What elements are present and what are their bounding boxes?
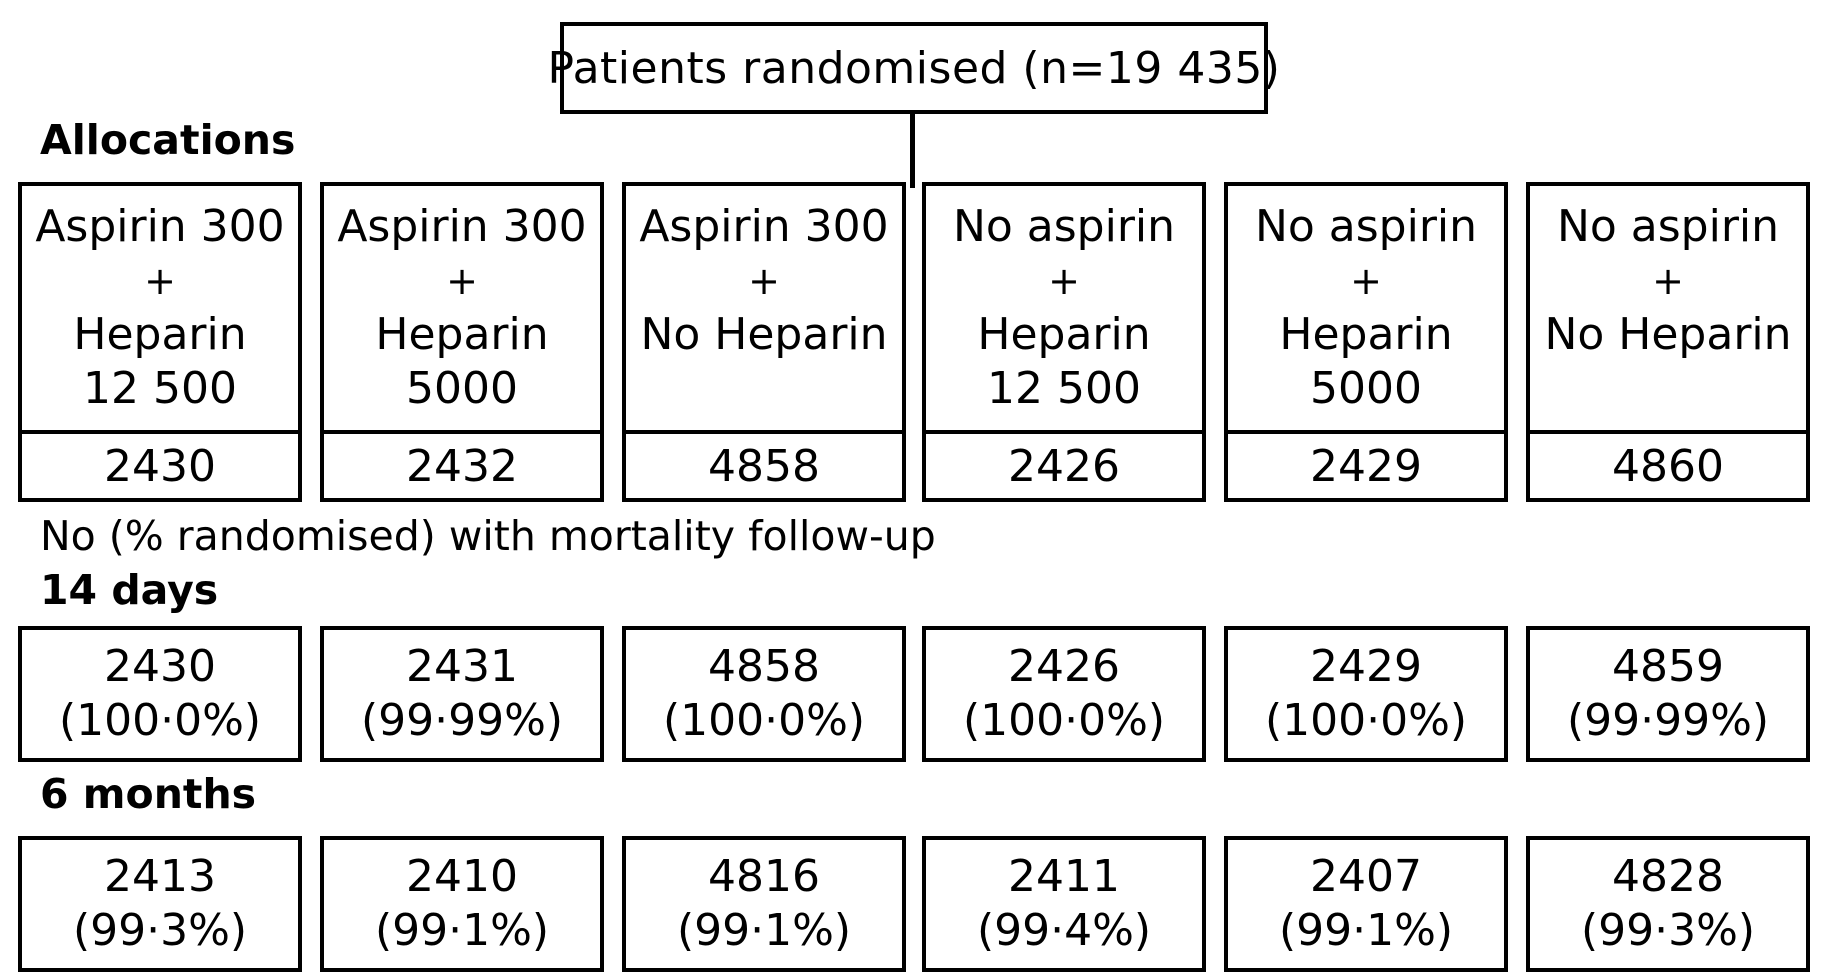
followup-percent: (99·1%) [374, 905, 550, 956]
drug-line-2: No Heparin [1544, 309, 1792, 360]
followup-6m-box: 4816 (99·1%) [622, 836, 906, 972]
followup-14d-box: 2430 (100·0%) [18, 626, 302, 762]
followup-percent: (99·99%) [1566, 695, 1770, 746]
allocation-description: Aspirin 300 + Heparin 12 500 [22, 186, 298, 434]
drug-line-3: 12 500 [83, 363, 237, 414]
allocation-count: 2432 [406, 440, 518, 492]
randomised-label: Patients randomised (n=19 435) [547, 42, 1281, 94]
followup-count: 2413 [104, 851, 216, 902]
followup-percent: (99·3%) [72, 905, 248, 956]
followup-count: 2429 [1310, 641, 1422, 692]
allocation-description: No aspirin + No Heparin [1530, 186, 1806, 434]
followup-14d-box: 2431 (99·99%) [320, 626, 604, 762]
days14-heading: 14 days [40, 566, 219, 614]
plus-sign: + [446, 259, 478, 303]
allocation-box-aspirin-heparin-5000: Aspirin 300 + Heparin 5000 2432 [320, 182, 604, 502]
followup-percent: (100·0%) [662, 695, 866, 746]
allocation-description: Aspirin 300 + No Heparin [626, 186, 902, 434]
drug-line-3: 5000 [406, 363, 518, 414]
allocation-description: No aspirin + Heparin 5000 [1228, 186, 1504, 434]
drug-line-2: Heparin [375, 309, 549, 360]
followup-count: 2410 [406, 851, 518, 902]
followup-count: 4859 [1612, 641, 1724, 692]
allocation-box-no-aspirin-no-heparin: No aspirin + No Heparin 4860 [1526, 182, 1810, 502]
allocation-description: Aspirin 300 + Heparin 5000 [324, 186, 600, 434]
drug-line-1: No aspirin [1254, 201, 1478, 252]
followup-6m-box: 2411 (99·4%) [922, 836, 1206, 972]
allocation-box-no-aspirin-heparin-12500: No aspirin + Heparin 12 500 2426 [922, 182, 1206, 502]
drug-line-2: No Heparin [640, 309, 888, 360]
plus-sign: + [1350, 259, 1382, 303]
followup-6m-box: 2413 (99·3%) [18, 836, 302, 972]
plus-sign: + [1652, 259, 1684, 303]
followup-6m-box: 2407 (99·1%) [1224, 836, 1508, 972]
followup-percent: (99·1%) [676, 905, 852, 956]
allocation-description: No aspirin + Heparin 12 500 [926, 186, 1202, 434]
drug-line-1: No aspirin [1556, 201, 1780, 252]
randomised-node: Patients randomised (n=19 435) [548, 22, 1280, 114]
followup-14d-box: 2426 (100·0%) [922, 626, 1206, 762]
drug-line-2: Heparin [1279, 309, 1453, 360]
allocation-count: 4858 [708, 440, 820, 492]
plus-sign: + [748, 259, 780, 303]
plus-sign: + [144, 259, 176, 303]
drug-line-3: 12 500 [987, 363, 1141, 414]
drug-line-1: No aspirin [952, 201, 1176, 252]
drug-line-2: Heparin [73, 309, 247, 360]
followup-count: 2407 [1310, 851, 1422, 902]
followup-percent: (99·3%) [1580, 905, 1756, 956]
months6-heading: 6 months [40, 770, 257, 818]
followup-6m-box: 4828 (99·3%) [1526, 836, 1810, 972]
followup-note: No (% randomised) with mortality follow-… [40, 512, 936, 560]
trunk-connector [910, 112, 915, 188]
followup-14d-box: 2429 (100·0%) [1224, 626, 1508, 762]
followup-count: 4858 [708, 641, 820, 692]
drug-line-1: Aspirin 300 [35, 201, 285, 252]
drug-line-3: 5000 [1310, 363, 1422, 414]
followup-percent: (100·0%) [58, 695, 262, 746]
allocation-box-aspirin-no-heparin: Aspirin 300 + No Heparin 4858 [622, 182, 906, 502]
followup-percent: (100·0%) [1264, 695, 1468, 746]
followup-percent: (99·99%) [360, 695, 564, 746]
drug-line-2: Heparin [977, 309, 1151, 360]
drug-line-1: Aspirin 300 [639, 201, 889, 252]
plus-sign: + [1048, 259, 1080, 303]
followup-count: 4828 [1612, 851, 1724, 902]
followup-count: 2426 [1008, 641, 1120, 692]
allocation-count: 4860 [1612, 440, 1724, 492]
followup-14d-box: 4859 (99·99%) [1526, 626, 1810, 762]
followup-6m-box: 2410 (99·1%) [320, 836, 604, 972]
followup-percent: (99·4%) [976, 905, 1152, 956]
allocation-box-no-aspirin-heparin-5000: No aspirin + Heparin 5000 2429 [1224, 182, 1508, 502]
drug-line-1: Aspirin 300 [337, 201, 587, 252]
followup-count: 2430 [104, 641, 216, 692]
followup-count: 2431 [406, 641, 518, 692]
followup-count: 4816 [708, 851, 820, 902]
followup-count: 2411 [1008, 851, 1120, 902]
allocation-count: 2430 [104, 440, 216, 492]
followup-percent: (100·0%) [962, 695, 1166, 746]
allocation-count: 2429 [1310, 440, 1422, 492]
followup-14d-box: 4858 (100·0%) [622, 626, 906, 762]
followup-percent: (99·1%) [1278, 905, 1454, 956]
allocation-count: 2426 [1008, 440, 1120, 492]
allocations-heading: Allocations [40, 116, 296, 164]
allocation-box-aspirin-heparin-12500: Aspirin 300 + Heparin 12 500 2430 [18, 182, 302, 502]
